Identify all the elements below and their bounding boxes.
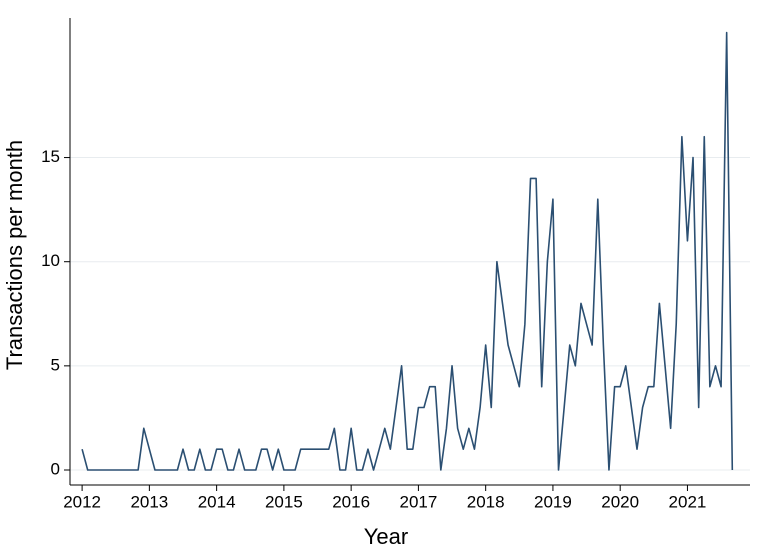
x-tick-label: 2020: [601, 492, 639, 511]
y-tick-label: 10: [41, 251, 60, 270]
y-tick-label: 0: [51, 459, 60, 478]
x-tick-label: 2014: [198, 492, 236, 511]
x-tick-label: 2017: [399, 492, 437, 511]
x-tick-label: 2013: [130, 492, 168, 511]
x-tick-label: 2018: [467, 492, 505, 511]
x-tick-label: 2012: [63, 492, 101, 511]
grid: [70, 157, 750, 471]
y-tick-label: 15: [41, 147, 60, 166]
x-tick-label: 2019: [534, 492, 572, 511]
x-tick-label: 2021: [669, 492, 707, 511]
y-tick-label: 5: [51, 355, 60, 374]
x-axis-title: Year: [364, 524, 408, 549]
data-line: [81, 31, 734, 471]
x-tick-label: 2015: [265, 492, 303, 511]
x-tick-label: 2016: [332, 492, 370, 511]
y-axis-title: Transactions per month: [2, 140, 27, 370]
